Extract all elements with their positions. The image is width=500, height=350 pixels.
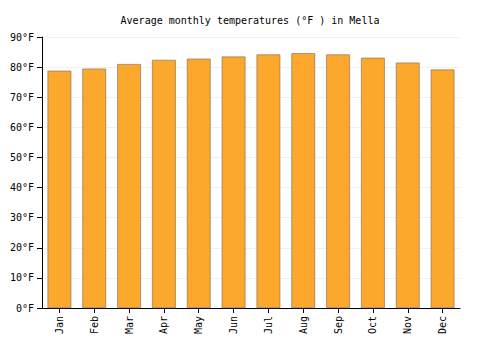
svg-text:Nov: Nov (402, 316, 413, 334)
svg-text:30°F: 30°F (10, 212, 34, 223)
svg-text:Feb: Feb (89, 316, 100, 334)
svg-text:40°F: 40°F (10, 182, 34, 193)
svg-text:Average monthly temperatures (: Average monthly temperatures (°F ) in Me… (121, 15, 380, 26)
svg-text:90°F: 90°F (10, 32, 34, 43)
svg-text:60°F: 60°F (10, 122, 34, 133)
svg-text:70°F: 70°F (10, 92, 34, 103)
svg-text:Oct: Oct (367, 316, 378, 334)
svg-text:10°F: 10°F (10, 272, 34, 283)
svg-text:Jan: Jan (54, 316, 65, 334)
svg-text:0°F: 0°F (16, 303, 34, 314)
svg-text:Jun: Jun (228, 316, 239, 334)
svg-text:20°F: 20°F (10, 242, 34, 253)
svg-text:Mar: Mar (124, 316, 135, 334)
svg-text:Jul: Jul (263, 316, 274, 334)
svg-text:Sep: Sep (333, 316, 344, 334)
svg-text:Aug: Aug (298, 316, 309, 334)
svg-text:Dec: Dec (437, 316, 448, 334)
svg-text:Apr: Apr (158, 316, 169, 334)
svg-text:50°F: 50°F (10, 152, 34, 163)
svg-text:80°F: 80°F (10, 62, 34, 73)
svg-text:May: May (193, 316, 204, 334)
